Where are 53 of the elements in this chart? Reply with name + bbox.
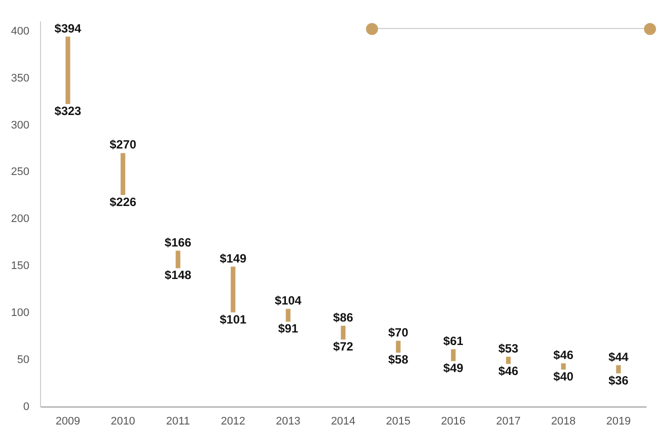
x-tick-label: 2018: [551, 415, 576, 428]
y-tick-label: 150: [10, 260, 30, 272]
annotation: $46: [553, 348, 574, 362]
x-tick-label: 2019: [606, 415, 631, 428]
bar: [561, 363, 566, 370]
annotation: $49: [443, 361, 464, 376]
annotation: $53: [498, 341, 519, 356]
x-tick-label: 2010: [110, 415, 136, 428]
bar: [176, 250, 180, 268]
annotation: $149: [220, 251, 247, 266]
y-tick-label: 50: [17, 354, 30, 366]
annotation: $91: [278, 322, 298, 336]
y-tick-label: 250: [10, 166, 30, 178]
annotation: $166: [164, 235, 192, 250]
bar: [120, 153, 126, 196]
annotation: $226: [110, 195, 137, 210]
x-tick-label: 2016: [441, 415, 466, 428]
annotation: $61: [443, 334, 464, 348]
bar: [616, 365, 621, 374]
bar: [66, 36, 70, 104]
annotation: $44: [608, 350, 629, 364]
y-tick-label: 100: [10, 306, 30, 319]
x-tick-label: 2015: [386, 415, 410, 428]
annotation: $394: [54, 21, 82, 36]
bar: [450, 349, 456, 362]
y-tick-label: 400: [10, 25, 30, 38]
annotation: $40: [553, 370, 574, 384]
y-tick-label: 350: [10, 72, 30, 84]
x-tick-label: 2009: [56, 415, 80, 428]
annotation: $148: [164, 268, 192, 282]
annotation: $101: [220, 312, 247, 326]
x-tick-label: 2017: [496, 415, 521, 428]
x-tick-label: 2012: [220, 415, 246, 428]
annotation: $86: [333, 310, 354, 324]
bar: [506, 356, 511, 364]
y-tick-label: 200: [10, 213, 30, 226]
annotation: $323: [54, 104, 82, 118]
x-tick-label: 2013: [276, 415, 300, 428]
bar: [230, 266, 236, 312]
x-tick-label: 2011: [166, 415, 190, 428]
annotation: $104: [274, 294, 302, 308]
annotation: $46: [498, 364, 519, 378]
y-tick-label: 300: [10, 119, 30, 132]
bar: [286, 308, 290, 322]
bar: [340, 326, 346, 340]
y-tick-label: 0: [23, 400, 30, 413]
annotation: $36: [608, 373, 629, 388]
annotation: $270: [110, 138, 137, 152]
annotation: $58: [388, 352, 409, 367]
annotation: $70: [388, 325, 409, 340]
annotation: $72: [333, 340, 354, 354]
bar: [396, 340, 401, 353]
x-tick-label: 2014: [330, 415, 356, 428]
